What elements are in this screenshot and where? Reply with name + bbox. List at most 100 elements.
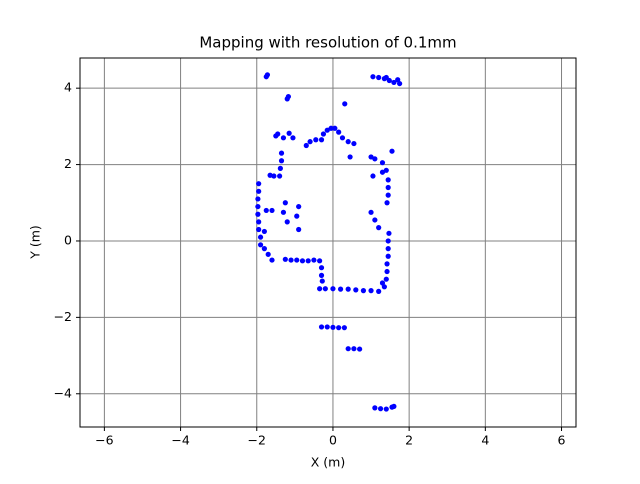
point [256,226,262,233]
point [370,173,376,179]
point [303,142,309,149]
point [397,80,403,87]
y-tick-label: −2 [54,309,72,324]
point [320,131,327,137]
point [318,324,325,330]
point [385,253,391,259]
point [391,403,397,409]
point [386,230,392,236]
point [294,213,300,219]
point [372,217,378,223]
point [328,125,334,131]
point [336,325,342,331]
point [389,148,395,154]
x-axis-label: X (m) [311,455,345,470]
point [256,219,262,225]
point [357,346,363,352]
point [385,238,391,244]
point [330,324,336,330]
point [257,234,264,240]
point [256,181,262,187]
point [261,246,267,252]
point [277,173,283,179]
point [318,265,325,271]
x-tick-label: −6 [95,433,113,448]
point [278,150,285,156]
point [385,184,391,191]
x-tick-label: −4 [171,433,189,448]
point [299,258,306,264]
point [384,200,390,206]
point [255,196,261,202]
point [282,200,288,206]
point [296,203,302,210]
point [284,219,290,225]
point [307,139,313,145]
point [377,406,384,412]
point [351,140,357,147]
point [379,160,386,166]
x-tick-label: 2 [405,433,413,448]
y-tick-label: 2 [64,156,72,171]
chart-title: Mapping with resolution of 0.1mm [199,34,456,52]
point [318,137,325,143]
point [379,280,386,286]
point [353,287,359,293]
point [261,228,267,235]
point [345,286,351,292]
point [322,286,328,292]
point [383,276,389,282]
point [342,101,348,107]
point [264,72,271,78]
point [385,192,391,198]
point [285,93,291,100]
y-tick-label: 4 [64,80,72,95]
point [384,261,390,267]
point [385,177,391,183]
x-tick-label: 4 [481,433,489,448]
point [330,286,336,292]
point [332,125,338,131]
point [370,74,376,80]
point [376,74,382,81]
point [290,135,296,141]
point [391,79,397,86]
point [383,74,389,81]
point [376,288,382,294]
point [372,156,378,162]
point [324,324,330,330]
point [345,346,351,352]
y-tick-label: −4 [54,385,72,400]
point [341,325,347,331]
point [336,129,342,135]
point [265,251,271,257]
point [311,257,317,263]
point [372,405,378,411]
point [296,226,302,233]
point [269,207,275,214]
point [368,288,374,294]
point [317,286,323,292]
point [317,258,323,264]
point [384,268,390,275]
point [368,209,374,215]
point [385,246,391,252]
point [269,257,275,263]
x-tick-label: 6 [558,433,566,448]
point [376,225,382,231]
y-tick-label: 0 [64,232,72,247]
point [318,272,325,278]
x-tick-label: 0 [329,433,337,448]
point [351,346,357,352]
point [345,139,351,145]
x-tick-label: −2 [248,433,266,448]
point [257,242,264,248]
point [286,130,292,136]
point [267,172,273,178]
point [256,188,262,194]
point [313,137,319,143]
point [275,131,281,137]
point [288,257,294,263]
point [347,154,353,160]
point [282,256,288,262]
